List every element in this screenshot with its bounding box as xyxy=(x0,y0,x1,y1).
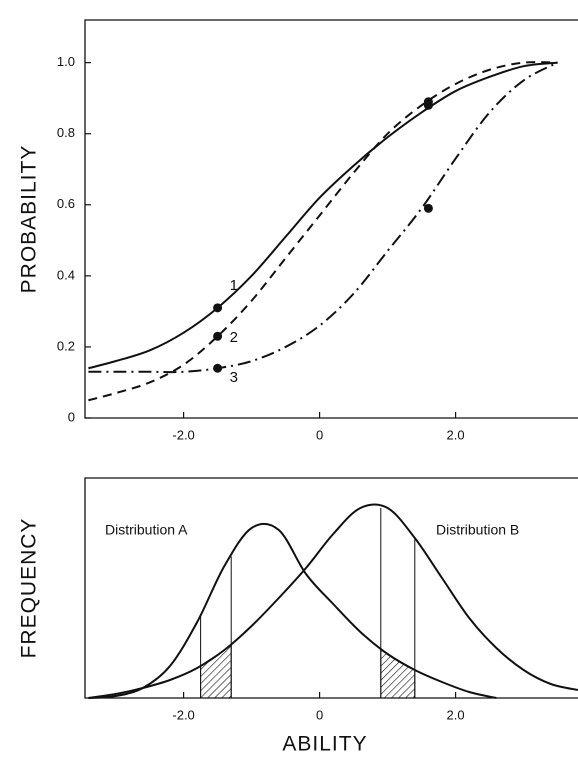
plot-frame xyxy=(84,477,578,699)
x-tick-label: -2.0 xyxy=(172,707,194,722)
shaded-band xyxy=(380,647,416,699)
series-label: 2 xyxy=(230,329,238,346)
y-axis-title: PROBABILITY xyxy=(18,145,41,294)
marker xyxy=(213,331,223,341)
x-axis-title: ABILITY xyxy=(282,733,367,756)
series-line xyxy=(88,503,578,699)
x-tick-label: 0 xyxy=(316,707,323,722)
y-tick-label: 0.6 xyxy=(57,196,75,211)
series-label: Distribution A xyxy=(105,522,188,538)
x-tick-label: 2.0 xyxy=(447,707,465,722)
y-tick-label: 1.0 xyxy=(57,54,75,69)
plot-frame xyxy=(84,19,578,419)
series-line xyxy=(88,522,497,699)
x-tick-label: 2.0 xyxy=(447,427,465,442)
shaded-band xyxy=(200,642,232,699)
x-tick-label: 0 xyxy=(316,427,323,442)
x-tick-label: -2.0 xyxy=(172,427,194,442)
y-tick-label: 0.2 xyxy=(57,338,75,353)
y-axis-title: FREQUENCY xyxy=(18,518,41,659)
marker xyxy=(423,97,433,107)
marker xyxy=(423,203,433,213)
series-line xyxy=(88,61,558,370)
series-label: 1 xyxy=(230,277,238,294)
marker xyxy=(213,363,223,373)
marker xyxy=(213,303,223,313)
y-tick-label: 0.4 xyxy=(57,267,75,282)
series-line xyxy=(88,61,559,374)
series-line xyxy=(88,61,558,402)
y-tick-label: 0.8 xyxy=(57,125,75,140)
series-label: Distribution B xyxy=(436,522,519,538)
series-label: 3 xyxy=(230,369,238,386)
y-tick-label: 0 xyxy=(68,409,75,424)
